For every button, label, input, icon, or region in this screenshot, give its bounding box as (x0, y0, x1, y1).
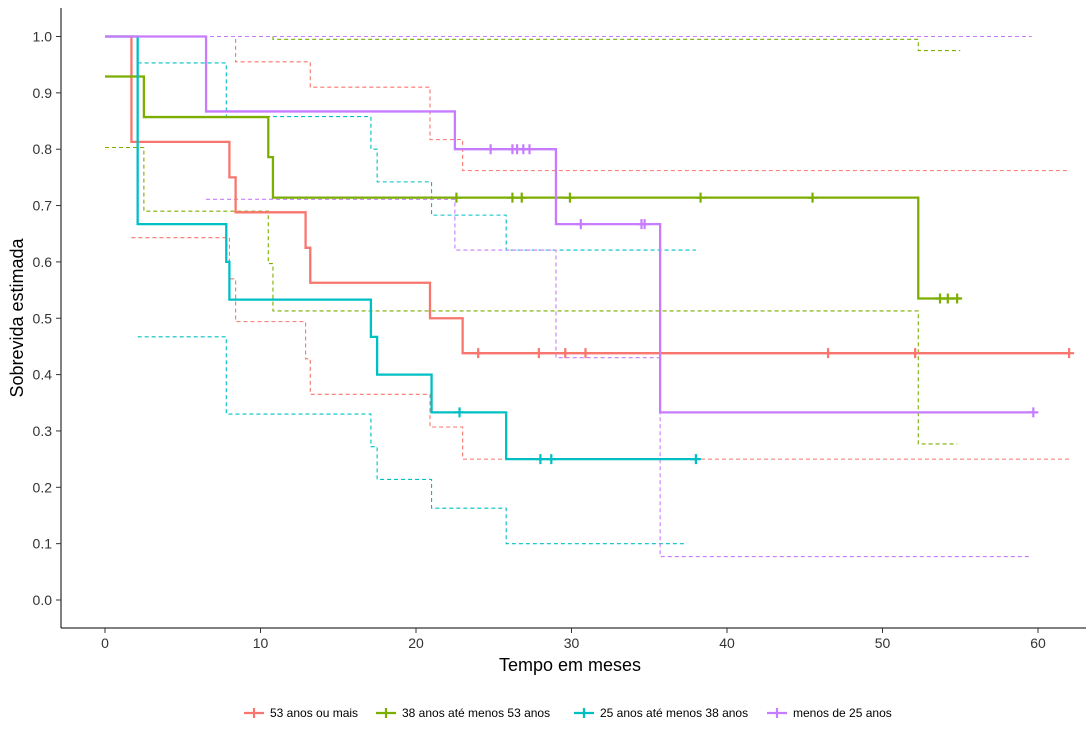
ci-lower-25-anos-ate-menos-38-anos (137, 336, 687, 545)
legend-item-38-anos-ate-menos-53-anos: 38 anos até menos 53 anos (376, 706, 550, 720)
legend-label: menos de 25 anos (793, 706, 892, 720)
x-tick-label: 60 (1030, 635, 1046, 651)
y-tick-label: 0.6 (33, 254, 53, 270)
legend-key-menos-de-25-anos (767, 708, 787, 718)
censor-mark-25-anos-ate-menos-38-anos (454, 407, 465, 418)
censor-mark-38-anos-ate-menos-53-anos (516, 192, 527, 203)
x-tick-label: 10 (253, 635, 269, 651)
x-tick-label: 50 (875, 635, 891, 651)
censor-mark-53-anos-ou-mais (560, 348, 571, 359)
y-tick-label: 0.7 (33, 198, 53, 214)
y-axis-ticks: 0.0 0.1 0.2 0.3 0.4 0.5 0.6 0.7 0.8 0.9 1.0 (33, 29, 61, 608)
censor-mark-53-anos-ou-mais (910, 348, 921, 359)
y-tick-label: 0.4 (33, 367, 53, 383)
censor-mark-38-anos-ate-menos-53-anos (507, 192, 518, 203)
ci-lower-38-anos-ate-menos-53-anos (105, 146, 958, 445)
y-tick-label: 0.0 (33, 592, 53, 608)
legend-item-25-anos-ate-menos-38-anos: 25 anos até menos 38 anos (574, 706, 748, 720)
legend-label: 53 anos ou mais (270, 706, 358, 720)
censor-mark-53-anos-ou-mais (823, 348, 834, 359)
x-tick-label: 30 (564, 635, 580, 651)
x-axis-ticks: 0 10 20 30 40 50 60 (101, 628, 1046, 651)
censor-mark-25-anos-ate-menos-38-anos (546, 454, 557, 465)
censor-mark-53-anos-ou-mais (533, 348, 544, 359)
axes: 0 10 20 30 40 50 60 0.00.10.20.30.40.50.60.70.… (33, 8, 1086, 651)
legend-label: 25 anos até menos 38 anos (600, 706, 748, 720)
censor-mark-25-anos-ate-menos-38-anos (690, 454, 701, 465)
ci-upper-38-anos-ate-menos-53-anos (105, 35, 961, 52)
legend-item-menos-de-25-anos: menos de 25 anos (767, 706, 892, 720)
censor-mark-layer (451, 144, 1075, 465)
censor-mark-53-anos-ou-mais (473, 348, 484, 359)
legend-key-53-anos-ou-mais (244, 708, 264, 718)
survival-curve-menos-de-25-anos (105, 35, 1034, 414)
confidence-interval-layer (105, 35, 1070, 558)
y-tick-label: 0.3 (33, 423, 53, 439)
ci-upper-25-anos-ate-menos-38-anos (137, 62, 696, 251)
y-axis-title: Sobrevida estimada (7, 237, 27, 397)
survival-curve-25-anos-ate-menos-38-anos (105, 35, 696, 461)
legend-key-38-anos-ate-menos-53-anos (376, 708, 396, 718)
legend-key-25-anos-ate-menos-38-anos (574, 708, 594, 718)
censor-mark-menos-de-25-anos (1028, 407, 1039, 418)
censor-mark-53-anos-ou-mais (580, 348, 591, 359)
legend-label: 38 anos até menos 53 anos (402, 706, 550, 720)
censor-mark-38-anos-ate-menos-53-anos (807, 192, 818, 203)
censor-mark-38-anos-ate-menos-53-anos (952, 293, 963, 304)
censor-mark-menos-de-25-anos (639, 219, 650, 230)
legend-item-53-anos-ou-mais: 53 anos ou mais (244, 706, 358, 720)
censor-mark-38-anos-ate-menos-53-anos (695, 192, 706, 203)
x-axis-title: Tempo em meses (499, 655, 641, 675)
y-tick-label: 0.1 (33, 536, 53, 552)
x-tick-label: 40 (719, 635, 735, 651)
y-tick-label: 0.9 (33, 85, 53, 101)
y-tick-label: 0.5 (33, 310, 53, 326)
y-tick-label: 0.8 (33, 141, 53, 157)
legend: 53 anos ou mais 38 anos até menos 53 anos… (244, 706, 892, 720)
ci-lower-menos-de-25-anos (206, 198, 1032, 558)
censor-mark-menos-de-25-anos (524, 144, 535, 155)
survival-curve-38-anos-ate-menos-53-anos (105, 75, 961, 300)
ci-upper-53-anos-ou-mais (105, 35, 1070, 172)
censor-mark-25-anos-ate-menos-38-anos (535, 454, 546, 465)
censor-mark-53-anos-ou-mais (1064, 348, 1075, 359)
x-tick-label: 0 (101, 635, 109, 651)
censor-mark-menos-de-25-anos (485, 144, 496, 155)
ci-lower-53-anos-ou-mais (131, 237, 1070, 460)
survival-curve-layer (105, 35, 1070, 461)
censor-mark-38-anos-ate-menos-53-anos (942, 293, 953, 304)
censor-mark-38-anos-ate-menos-53-anos (564, 192, 575, 203)
y-tick-label: 0.2 (33, 479, 53, 495)
censor-mark-38-anos-ate-menos-53-anos (451, 192, 462, 203)
y-tick-label: 1.0 (33, 29, 53, 45)
censor-mark-menos-de-25-anos (575, 219, 586, 230)
x-tick-label: 20 (408, 635, 424, 651)
survival-curve-53-anos-ou-mais (105, 35, 1070, 355)
